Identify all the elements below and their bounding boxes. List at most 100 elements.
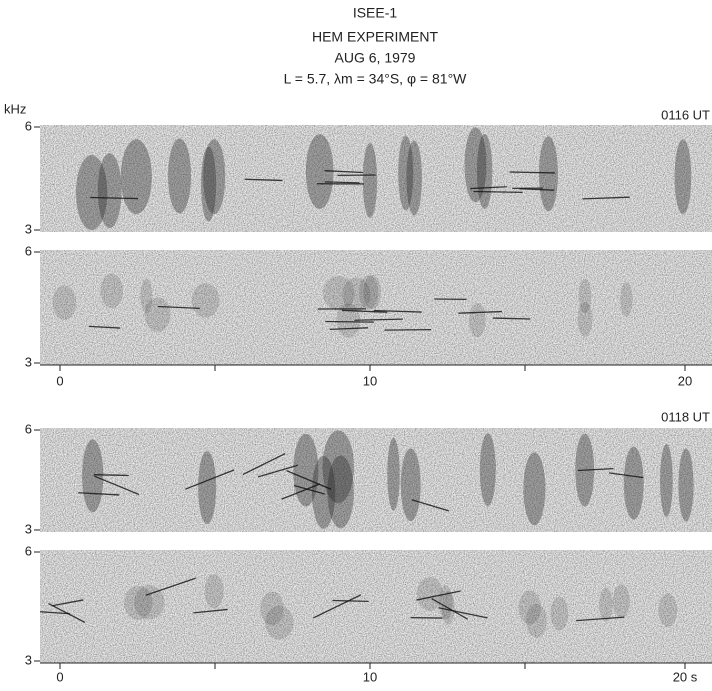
emission [322,430,354,504]
x-tick-label: 20 [678,373,692,388]
tone [293,484,325,495]
tone [257,464,299,478]
emission [623,446,644,520]
emission [599,587,613,622]
emission [97,153,122,229]
tone [431,598,469,620]
x-tick-label: 0 [56,373,63,388]
emission [311,455,336,529]
emission [203,139,226,215]
tone [325,320,374,323]
emission [416,577,444,611]
emission [140,278,153,314]
emission [204,574,224,609]
emission [100,273,124,309]
emission [538,136,558,212]
x-tick-label: 0 [56,669,63,684]
tone [438,607,488,619]
emission [578,278,592,314]
emission [479,433,496,507]
emission [406,140,422,216]
tone [509,171,555,174]
time-label: 0118 UT [661,409,710,424]
emission [168,138,192,214]
y-unit: kHz [4,101,26,116]
emission [620,282,633,317]
title: ISEE-1 [353,5,398,21]
tone [90,196,139,200]
spectrogram [40,125,712,232]
tone [470,186,507,190]
emission [52,285,77,320]
tone [94,475,140,496]
emission [305,134,334,210]
tone [342,309,388,313]
emission [322,276,355,311]
tone [88,325,121,329]
emission [387,437,400,511]
y-tick-label: 6 [25,118,32,133]
tone [93,474,129,477]
emission [359,275,379,310]
emission [265,605,294,640]
emission [363,274,382,310]
emission [660,444,673,517]
tone [354,318,403,321]
emission [525,603,547,638]
tone [193,608,228,614]
coordinates: L = 5.7, λm = 34°S, φ = 81°W [284,71,468,87]
emission [293,433,319,507]
emission [327,455,354,529]
emission [200,146,217,222]
emission [476,134,493,209]
emission [75,155,108,231]
tone [281,483,321,500]
tone [157,305,200,310]
emission [518,590,541,625]
y-tick-label: 3 [25,221,32,236]
emission [198,451,217,524]
emission [134,585,165,620]
tone [416,590,461,601]
emission [612,584,630,619]
emission [260,591,284,626]
emission [144,297,171,332]
y-tick-label: 6 [25,243,32,258]
emission [469,303,486,338]
tone [48,602,86,623]
spectrogram [40,428,712,532]
tone [145,577,196,596]
tone [519,188,555,191]
tone [373,309,422,313]
tone [582,196,630,200]
tone [244,178,283,182]
tone [40,611,71,615]
tone [411,499,450,512]
spectrogram [40,550,712,663]
emission [362,143,378,218]
emission [124,585,153,620]
emission [82,439,104,513]
date: AUG 6, 1979 [335,50,416,66]
x-tick-label: 10 [363,669,377,684]
time-label: 0116 UT [661,107,710,122]
spectrogram [40,250,712,365]
tone [313,594,362,619]
emission [550,596,569,631]
tone [458,310,502,314]
tone [577,468,614,472]
tone [332,599,369,603]
tone [473,190,523,194]
x-tick-label: 10 [363,373,377,388]
emission [674,139,692,215]
emission [464,127,487,203]
x-tick-label: 20 s [673,669,698,684]
tone [329,327,369,331]
tone [324,181,360,184]
tone [576,616,625,622]
emission [342,277,371,312]
tone [608,472,644,479]
tone [493,317,531,320]
tone [286,469,332,490]
